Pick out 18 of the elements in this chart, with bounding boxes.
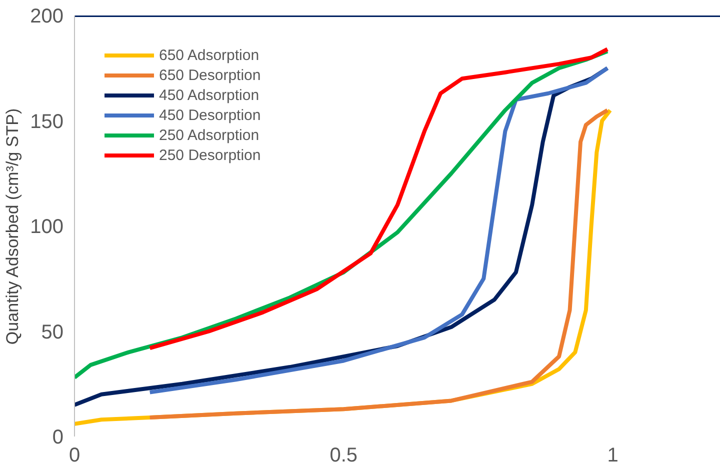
y-tick-label: 150	[30, 110, 64, 133]
y-tick-label: 200	[30, 6, 64, 28]
legend-label: 250 Adsorption	[159, 126, 260, 144]
legend-label: 650 Adsorption	[159, 46, 260, 64]
x-tick-label: 0	[68, 444, 80, 464]
y-tick-label: 0	[52, 426, 64, 448]
y-axis-title: Quantity Adsorbed (cm³/g STP)	[3, 108, 22, 345]
y-tick-label: 50	[41, 321, 64, 344]
line-series	[148, 47, 610, 350]
line-series	[148, 66, 610, 394]
x-tick-label: 1	[607, 444, 618, 464]
legend-label: 450 Desorption	[159, 106, 261, 124]
legend-label: 650 Desorption	[159, 66, 261, 84]
x-tick-label: 0.5	[330, 444, 358, 464]
y-tick-label: 100	[30, 216, 64, 238]
line-series	[148, 108, 610, 420]
legend-label: 250 Desorption	[159, 146, 261, 164]
legend-label: 450 Adsorption	[159, 86, 260, 104]
